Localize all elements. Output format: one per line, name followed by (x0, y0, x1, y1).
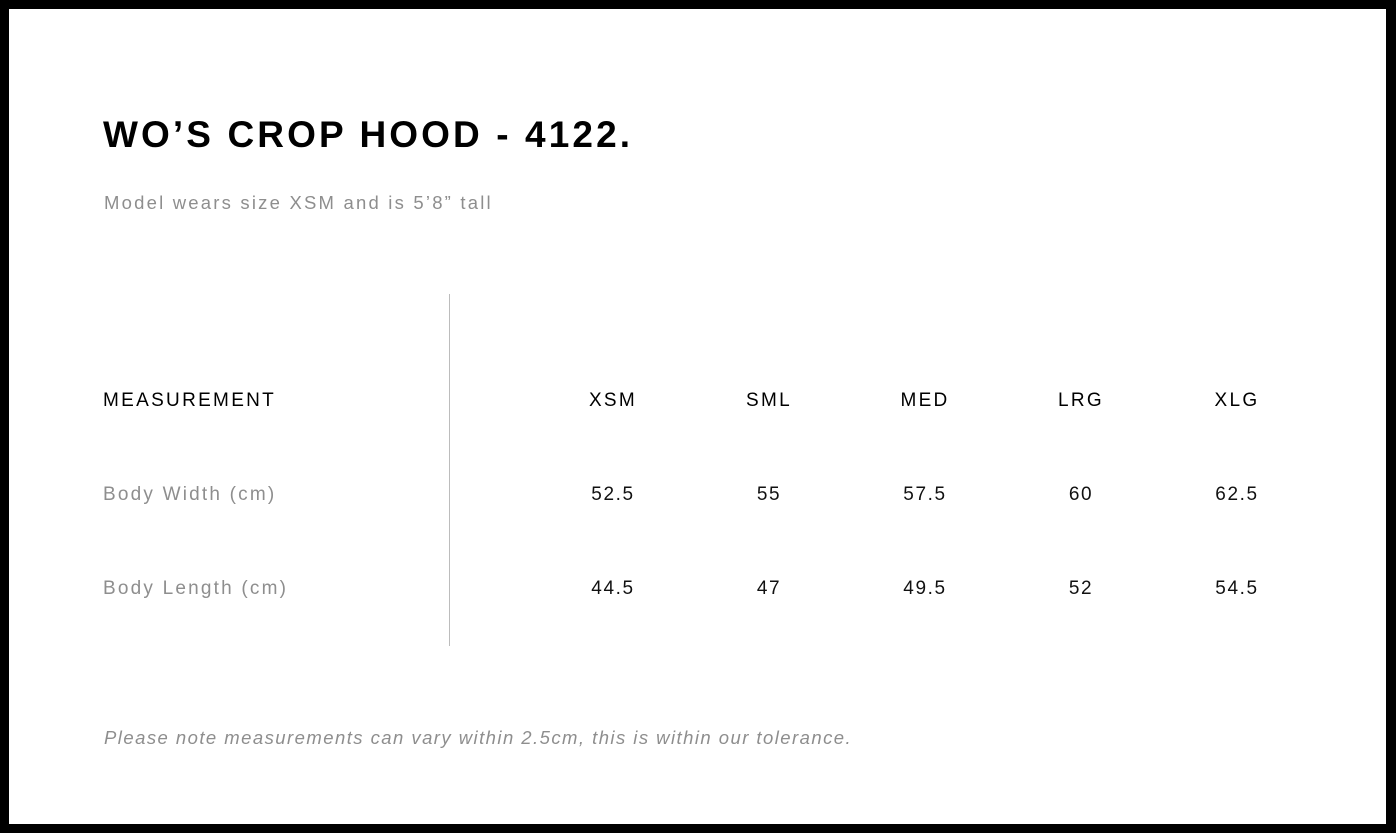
size-chart-table: MEASUREMENT XSM SML MED LRG XLG Body Wid… (103, 354, 1315, 636)
table-vertical-divider (449, 294, 450, 646)
cell-body-length-lrg: 52 (1068, 578, 1094, 599)
column-header-sml: SML (746, 390, 792, 411)
column-header-lrg: LRG (1058, 390, 1104, 411)
column-header-xsm: XSM (588, 390, 638, 411)
column-header-xlg: XLG (1214, 390, 1260, 411)
table-row: Body Width (cm) 52.5 55 57.5 60 62.5 (103, 448, 1315, 542)
cell-body-width-med: 57.5 (903, 484, 947, 505)
column-header-med: MED (900, 390, 950, 411)
size-chart-page: WO’S CROP HOOD - 4122. Model wears size … (9, 9, 1386, 824)
row-label-body-width: Body Width (cm) (103, 484, 277, 505)
cell-body-width-xlg: 62.5 (1215, 484, 1259, 505)
cell-body-length-xsm: 44.5 (591, 578, 635, 599)
table-row: Body Length (cm) 44.5 47 49.5 52 54.5 (103, 542, 1315, 636)
cell-body-length-xlg: 54.5 (1215, 578, 1259, 599)
cell-body-length-sml: 47 (756, 578, 782, 599)
cell-body-width-xsm: 52.5 (591, 484, 635, 505)
cell-body-length-med: 49.5 (903, 578, 947, 599)
model-info-subtitle: Model wears size XSM and is 5’8” tall (104, 192, 493, 213)
column-header-measurement: MEASUREMENT (103, 390, 277, 411)
cell-body-width-sml: 55 (756, 484, 782, 505)
row-label-body-length: Body Length (cm) (103, 578, 289, 599)
page-title: WO’S CROP HOOD - 4122. (103, 114, 634, 155)
tolerance-note: Please note measurements can vary within… (104, 727, 853, 748)
cell-body-width-lrg: 60 (1068, 484, 1094, 505)
table-header-row: MEASUREMENT XSM SML MED LRG XLG (103, 354, 1315, 448)
